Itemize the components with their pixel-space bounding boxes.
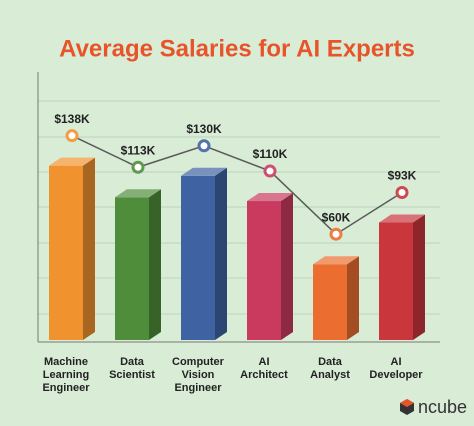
x-tick-label-line: Engineer [42, 382, 90, 394]
logo: ncube [400, 397, 467, 417]
bar [379, 222, 413, 340]
logo-icon-top [400, 399, 414, 407]
bar-side [215, 167, 227, 340]
bar-top [379, 214, 425, 223]
bar-group [115, 189, 161, 340]
bar-side [347, 256, 359, 340]
bar-group [247, 193, 293, 340]
bar [115, 197, 149, 340]
bar-top [313, 256, 359, 265]
bar-group [181, 167, 227, 340]
bar-top [247, 193, 293, 202]
x-tick-label-line: Engineer [174, 382, 222, 394]
bar [181, 175, 215, 340]
x-tick-label: AI Developer [369, 356, 423, 381]
bar-side [413, 214, 425, 340]
bar [247, 201, 281, 340]
value-label: $130K [186, 122, 222, 136]
point [263, 164, 277, 178]
x-tick-label-line: Machine [44, 356, 88, 368]
bar-top [181, 167, 227, 176]
x-tick-label-line: Data [120, 356, 145, 368]
x-tick-label: Data Analyst [310, 356, 350, 381]
x-tick-label-line: Vision [182, 369, 215, 381]
point [395, 186, 409, 200]
x-tick-label-line: Scientist [109, 369, 155, 381]
x-tick-label: AI Architect [240, 356, 288, 381]
x-tick-label: Computer Vision Engineer [172, 356, 225, 394]
x-tick-label: Machine Learning Engineer [42, 356, 90, 394]
bar-group [313, 256, 359, 340]
value-label: $110K [253, 147, 288, 161]
chart-title: Average Salaries for AI Experts [59, 35, 415, 62]
bar-side [149, 189, 161, 340]
x-tick-label-line: AI [259, 356, 270, 368]
line [71, 135, 403, 236]
point [197, 139, 211, 153]
value-label: $60K [322, 210, 351, 224]
x-tick-label-line: Architect [240, 369, 288, 381]
bar-top [115, 189, 161, 198]
brand: ncube [418, 397, 467, 417]
x-tick-label-line: Developer [369, 369, 423, 381]
bar-side [281, 193, 293, 340]
grid [37, 72, 440, 343]
bar [313, 264, 347, 340]
point [329, 227, 343, 241]
bar-top [49, 157, 95, 166]
value-label: $138K [54, 112, 90, 126]
bar-group [379, 214, 425, 340]
value-label: $113K [121, 143, 156, 157]
x-tick-label-line: Data [318, 356, 343, 368]
bar-group [49, 157, 95, 340]
point [131, 160, 145, 174]
bar [49, 165, 83, 340]
x-tick-label-line: AI [391, 356, 402, 368]
x-tick-label-line: Analyst [310, 369, 350, 381]
point [65, 129, 79, 143]
x-tick-label-line: Learning [43, 369, 89, 381]
value-label: $93K [388, 169, 417, 183]
x-tick-label-line: Computer [172, 356, 225, 368]
bar-side [83, 157, 95, 340]
x-tick-label: Data Scientist [109, 356, 155, 381]
